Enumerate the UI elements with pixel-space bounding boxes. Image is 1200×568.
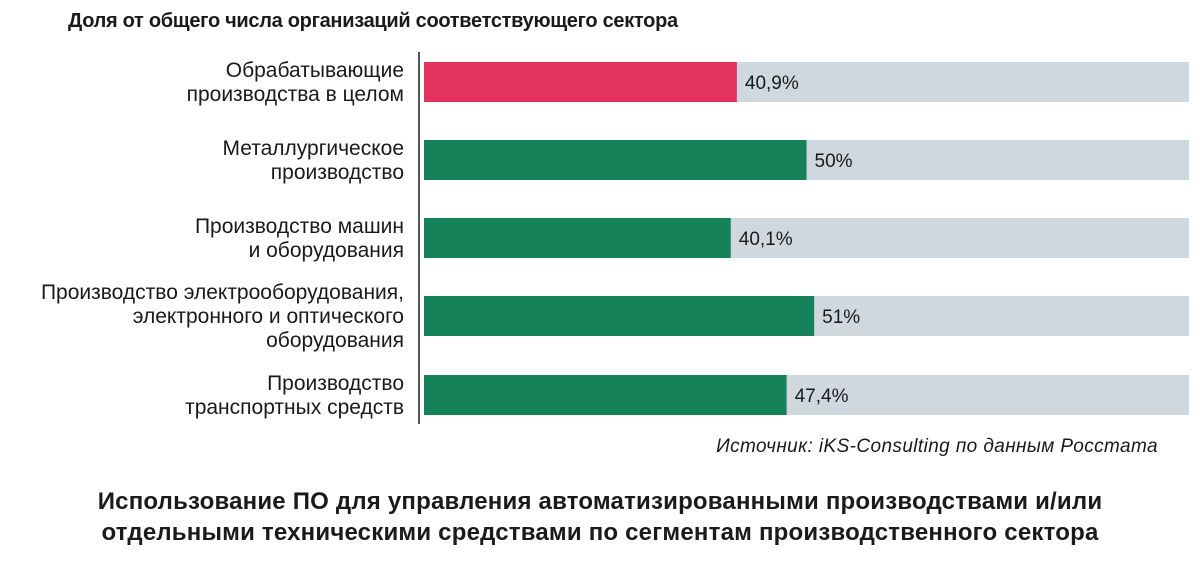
category-label: Производство электрооборудования, xyxy=(41,281,404,304)
category-label: электронного и оптического xyxy=(133,305,404,328)
category-label: и оборудования xyxy=(249,239,404,262)
category-label: Обрабатывающие xyxy=(226,59,404,82)
category-label: Металлургическое xyxy=(222,137,404,160)
bar-value-label: 40,9% xyxy=(745,73,799,94)
bar-value-label: 51% xyxy=(822,307,860,328)
source-note: Источник: iKS-Consulting по данным Росст… xyxy=(716,436,1158,457)
chart-title-line-1: Использование ПО для управления автомати… xyxy=(97,488,1103,515)
bar-value-label: 50% xyxy=(815,151,853,172)
bar xyxy=(424,140,807,180)
category-label: производства в целом xyxy=(187,83,404,106)
chart-subtitle: Доля от общего числа организаций соответ… xyxy=(68,10,678,32)
bar-value-label: 47,4% xyxy=(795,386,849,407)
chart-title: Использование ПО для управления автомати… xyxy=(0,486,1200,548)
category-label: Производство машин xyxy=(195,215,404,238)
bar xyxy=(424,375,787,415)
bar-value-label: 40,1% xyxy=(739,229,793,250)
category-label: оборудования xyxy=(266,329,404,352)
category-label: производство xyxy=(271,161,404,184)
chart-title-line-2: отдельными техническими средствами по се… xyxy=(101,519,1099,546)
category-label: транспортных средств xyxy=(185,396,404,419)
bar xyxy=(424,296,815,336)
bar xyxy=(424,218,731,258)
bar xyxy=(424,62,737,102)
category-label: Производство xyxy=(267,372,404,395)
